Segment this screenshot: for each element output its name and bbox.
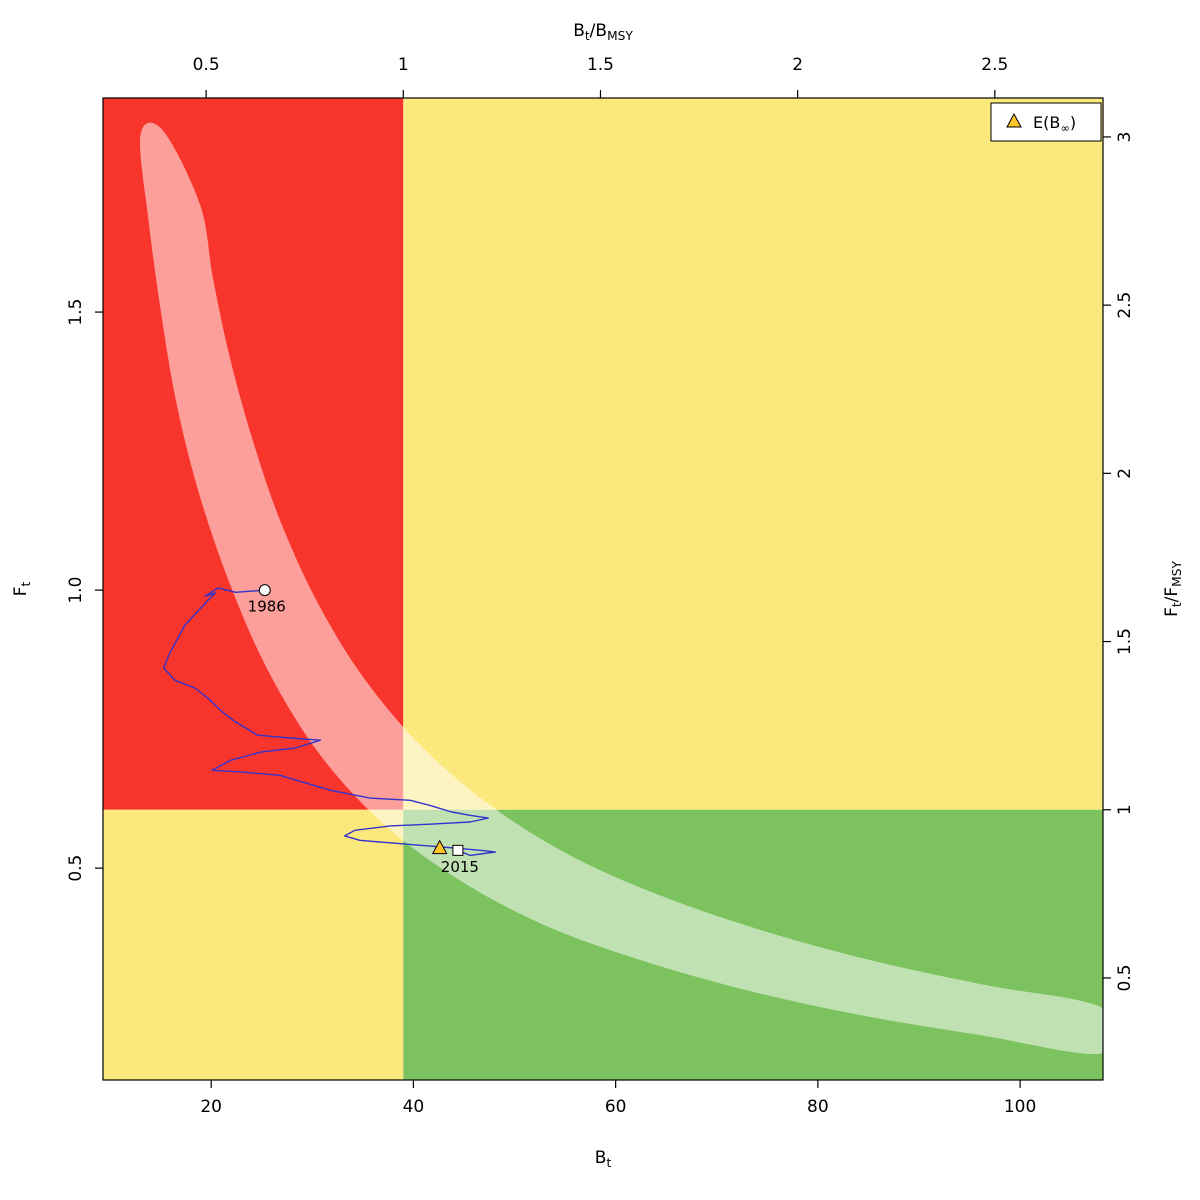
- axis-left: 0.5 1.0 1.5 Ft: [11, 299, 103, 882]
- axis-bottom: 20 40 60 80 100 Bt: [200, 1080, 1036, 1170]
- tick-label: 2: [1115, 468, 1135, 479]
- legend-triangle-icon: [1006, 112, 1022, 128]
- stock-trajectory-line: [162, 587, 496, 857]
- point-label-1986: 1986: [248, 598, 286, 616]
- tick-label: 40: [403, 1097, 425, 1117]
- tick-label: 60: [605, 1097, 627, 1117]
- axis-right: 0.5 1 1.5 2 2.5 3 Ft/FMSY: [1103, 132, 1184, 991]
- legend-box: [990, 102, 1102, 142]
- tick-label: 0.5: [1115, 964, 1135, 991]
- tick-label: 0.5: [193, 55, 220, 75]
- tick-label: 2: [792, 55, 803, 75]
- trajectory-end-marker-2015: [452, 844, 464, 856]
- tick-label: 1: [398, 55, 409, 75]
- tick-label: 2.5: [981, 55, 1008, 75]
- tick-label: 1.0: [66, 577, 86, 604]
- tick-label: 80: [807, 1097, 829, 1117]
- point-label-2015: 2015: [441, 858, 479, 876]
- axis-title-left: Ft: [11, 582, 33, 597]
- tick-label: 100: [1004, 1097, 1036, 1117]
- legend: E(B∞): [990, 102, 1102, 142]
- tick-label: 2.5: [1115, 292, 1135, 319]
- expected-biomass-marker: [431, 839, 448, 855]
- trajectory-markers: 2015 1986: [248, 584, 479, 876]
- legend-label: E(B∞): [1033, 113, 1076, 135]
- axis-top: 0.5 1 1.5 2 2.5 Bt/BMSY: [193, 21, 1008, 98]
- quadrant-backgrounds: [103, 98, 1103, 1080]
- tick-label: 3: [1115, 132, 1135, 143]
- tick-label: 20: [200, 1097, 222, 1117]
- plot-border: [102, 97, 1104, 1081]
- tick-label: 1.5: [1115, 628, 1135, 655]
- quadrant-top-right-yellow: [403, 98, 1103, 810]
- tick-label: 1: [1115, 804, 1135, 815]
- axis-title-top: Bt/BMSY: [573, 21, 633, 43]
- tick-label: 0.5: [66, 855, 86, 882]
- quadrant-bottom-left-yellow: [103, 809, 404, 1080]
- tick-label: 1.5: [66, 299, 86, 326]
- trajectory-start-marker-1986: [258, 584, 271, 597]
- tick-label: 1.5: [587, 55, 614, 75]
- axis-title-bottom: Bt: [595, 1148, 612, 1170]
- confidence-band: [139, 122, 1103, 1055]
- axis-title-right: Ft/FMSY: [1162, 561, 1184, 617]
